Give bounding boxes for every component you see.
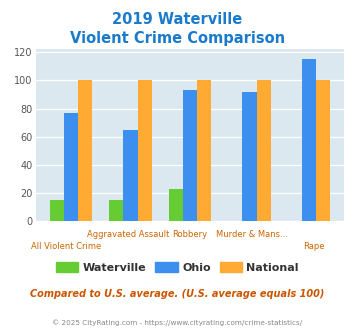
Text: © 2025 CityRating.com - https://www.cityrating.com/crime-statistics/: © 2025 CityRating.com - https://www.city… [53,319,302,326]
Text: Aggravated Assault: Aggravated Assault [87,230,169,239]
Text: 2019 Waterville: 2019 Waterville [113,12,242,26]
Bar [197,81,211,221]
Bar [50,200,64,221]
Bar [302,59,316,221]
Bar [109,200,123,221]
Bar [169,189,183,221]
Bar [183,90,197,221]
Legend: Waterville, Ohio, National: Waterville, Ohio, National [52,258,303,278]
Bar [242,92,257,221]
Bar [123,130,138,221]
Text: Rape: Rape [303,242,324,250]
Bar [138,81,152,221]
Text: Robbery: Robbery [173,230,207,239]
Text: Violent Crime Comparison: Violent Crime Comparison [70,31,285,46]
Bar [78,81,92,221]
Text: All Violent Crime: All Violent Crime [31,242,102,250]
Text: Murder & Mans...: Murder & Mans... [216,230,288,239]
Text: Compared to U.S. average. (U.S. average equals 100): Compared to U.S. average. (U.S. average … [30,289,325,299]
Bar [257,81,271,221]
Bar [316,81,330,221]
Bar [64,113,78,221]
